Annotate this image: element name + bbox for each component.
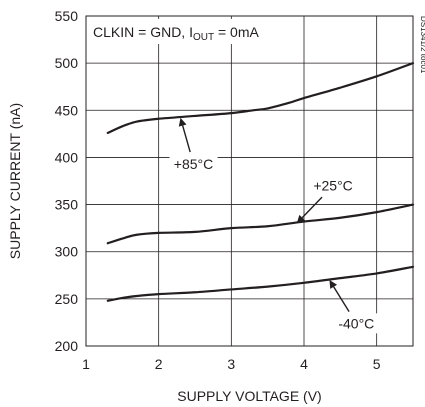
annotation-label-bg (332, 313, 381, 334)
figure-id: DS1341/2 toc01 (419, 16, 425, 74)
x-tick-label: 4 (300, 356, 308, 372)
y-tick-label: 550 (55, 8, 79, 24)
condition-suffix: = 0mA (214, 24, 259, 40)
x-tick-labels: 1 2 3 4 5 (82, 356, 381, 372)
y-tick-label: 350 (55, 197, 79, 213)
series-line-3 (106, 265, 415, 302)
annotation-arrow-head (178, 117, 187, 127)
annotation-arrow-head (296, 214, 306, 224)
series-line-1 (106, 62, 415, 135)
y-tick-label: 300 (55, 244, 79, 260)
y-tick-label: 450 (55, 102, 79, 118)
condition-box (88, 19, 288, 44)
x-tick-label: 3 (227, 356, 235, 372)
plot-frame (85, 15, 414, 347)
y-axis-title: SUPPLY CURRENT (nA) (7, 103, 23, 259)
annotation-label-bg (169, 154, 218, 175)
annotation-label: -40°C (338, 315, 374, 331)
y-tick-label: 500 (55, 55, 79, 71)
y-tick-label: 250 (55, 291, 79, 307)
x-tick-label: 1 (82, 356, 90, 372)
x-tick-label: 5 (373, 356, 381, 372)
annotation-arrow-head (329, 280, 338, 289)
x-tick-label: 2 (155, 356, 163, 372)
annotation-label-bg (309, 175, 358, 196)
annotation-arrow-shaft (301, 196, 323, 219)
y-tick-labels: 200 250 300 350 400 450 500 550 (55, 8, 79, 354)
annotation-arrow-shaft (333, 286, 350, 313)
annotation-label: +25°C (313, 178, 352, 194)
condition-prefix: CLKIN = GND, I (93, 24, 193, 40)
annotation-label: +85°C (174, 156, 213, 172)
condition-label: CLKIN = GND, IOUT = 0mA (93, 24, 259, 43)
y-tick-label: 400 (55, 149, 79, 165)
series-line-2 (106, 203, 415, 245)
x-axis-title: SUPPLY VOLTAGE (V) (177, 388, 321, 404)
condition-subscript: OUT (193, 32, 214, 43)
annotation-arrow-shaft (181, 125, 191, 153)
series-lines (106, 62, 415, 302)
curve-annotations: +85°C +25°C -40°C (169, 117, 381, 334)
y-tick-label: 200 (55, 338, 79, 354)
